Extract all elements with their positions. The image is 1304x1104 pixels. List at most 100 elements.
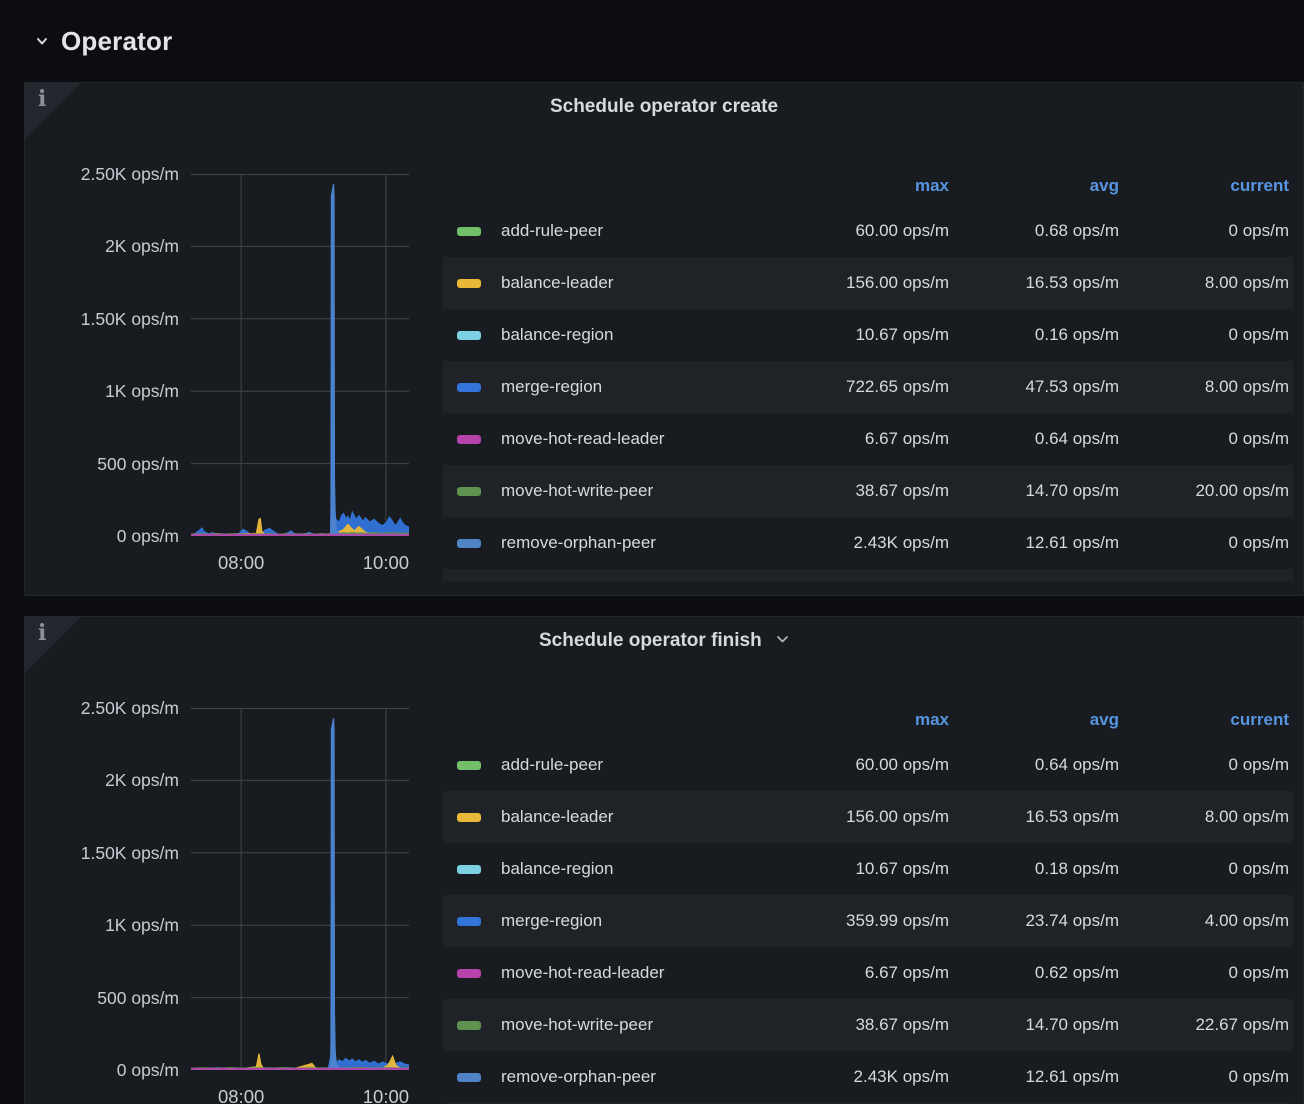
section-title: Operator [61,25,173,56]
series-move-hot-read-leader [190,1067,410,1071]
series-name[interactable]: balance-leader [501,273,614,292]
series-color-swatch [457,278,481,288]
panel-title[interactable]: Schedule operator finish [25,630,1303,652]
legend-avg-value: 12.61 ops/m [1025,533,1119,552]
series-color-swatch [457,1072,481,1082]
series-color-swatch [457,760,481,770]
legend-header-row: max avg current [443,167,1293,205]
legend-avg-value: 47.53 ops/m [1025,377,1119,396]
series-name[interactable]: move-hot-read-leader [501,963,665,982]
legend-row: balance-region 10.67 ops/m 0.18 ops/m 0 ops… [443,843,1293,895]
y-axis: 0 ops/m 500 ops/m 1K ops/m 1.50K ops/m 2K op… [25,83,179,595]
legend-current-value: 20.00 ops/m [1195,481,1289,500]
legend-avg-value: 0.64 ops/m [1034,429,1119,448]
y-axis-label: 1.50K ops/m [80,308,179,329]
legend-current-value: 0 ops/m [1228,755,1289,774]
series-color-swatch [457,538,481,548]
series-name[interactable]: merge-region [501,911,603,930]
legend-row: move-hot-write-peer 38.67 ops/m 14.70 ops/… [443,999,1293,1051]
y-axis-label: 2K ops/m [105,236,179,257]
y-axis-label: 500 ops/m [97,987,179,1008]
series-name[interactable]: add-rule-peer [501,755,604,774]
y-axis-label: 1.50K ops/m [80,842,179,863]
legend-row: move-hot-write-peer 38.67 ops/m 14.70 ops/… [443,465,1293,517]
legend-max-value: 359.99 ops/m [845,911,949,930]
legend-header-avg[interactable]: avg [1089,176,1119,195]
timeseries-plot[interactable] [190,174,410,537]
series-merge-region [190,431,410,537]
y-axis-label: 0 ops/m [116,1060,179,1080]
panel-info-corner[interactable] [25,617,81,673]
legend-current-value: 0 ops/m [1228,963,1289,982]
info-icon: i [38,86,47,112]
series-color-swatch [457,968,481,978]
timeseries-plot[interactable] [190,708,410,1071]
legend-header-row: max avg current [443,701,1293,739]
series-name[interactable]: remove-orphan-peer [501,533,656,552]
chart-canvas [190,174,410,537]
series-name[interactable]: balance-region [501,859,614,878]
legend-current-value: 8.00 ops/m [1204,377,1289,396]
panel-title-text: Schedule operator finish [538,630,762,651]
panel-info-corner[interactable] [25,83,81,139]
y-axis-label: 1K ops/m [105,915,179,936]
series-remove-orphan-peer [190,184,410,537]
legend-row: balance-region 10.67 ops/m 0.16 ops/m 0 ops… [443,309,1293,361]
legend-avg-value: 12.61 ops/m [1025,1067,1119,1086]
legend-row: move-hot-read-leader 6.67 ops/m 0.64 ops/m… [443,413,1293,465]
y-axis-label: 2.50K ops/m [80,164,179,184]
legend-max-value: 38.67 ops/m [855,1015,949,1034]
series-name[interactable]: move-hot-read-leader [501,429,665,448]
legend-max-value: 156.00 ops/m [845,807,949,826]
legend-row: merge-region 359.99 ops/m 23.74 ops/m 4.00 … [443,895,1293,947]
series-name[interactable]: balance-region [501,325,614,344]
legend-max-value: 10.67 ops/m [855,859,949,878]
series-color-swatch [457,226,481,236]
legend-current-value: 8.00 ops/m [1204,273,1289,292]
legend-table: max avg current add-rule-peer 60.00 ops/m 0.6… [443,701,1293,1104]
legend-header-max[interactable]: max [914,710,949,729]
legend-max-value: 2.43K ops/m [853,1067,949,1086]
legend-row: add-rule-peer 60.00 ops/m 0.64 ops/m 0 ops/… [443,739,1293,791]
y-axis-label: 500 ops/m [97,453,179,474]
legend-header-avg[interactable]: avg [1089,710,1119,729]
legend-avg-value: 16.53 ops/m [1025,807,1119,826]
series-name[interactable]: move-hot-write-peer [501,481,654,500]
legend-header-max[interactable]: max [914,176,949,195]
legend-avg-value: 14.70 ops/m [1025,481,1119,500]
series-color-swatch [457,864,481,874]
series-move-hot-read-leader [190,533,410,537]
legend-rows: add-rule-peer 60.00 ops/m 0.68 ops/m 0 ops/… [443,205,1293,569]
panel-schedule-operator-finish: i Schedule operator finish 0 ops/m 500 op… [24,616,1304,1104]
legend-current-value: 0 ops/m [1228,325,1289,344]
series-color-swatch [457,382,481,392]
row-header-operator[interactable]: Operator [0,0,1304,82]
y-axis-label: 0 ops/m [116,526,179,546]
legend-current-value: 0 ops/m [1228,1067,1289,1086]
legend-table: max avg current add-rule-peer 60.00 ops/m 0.6… [443,167,1293,581]
series-name[interactable]: move-hot-write-peer [501,1015,654,1034]
legend-row: add-rule-peer 60.00 ops/m 0.68 ops/m 0 ops/… [443,205,1293,257]
legend-avg-value: 0.68 ops/m [1034,221,1119,240]
series-name[interactable]: remove-orphan-peer [501,1067,656,1086]
legend-header-current[interactable]: current [1230,176,1289,195]
series-remove-orphan-peer [190,718,410,1071]
series-name[interactable]: merge-region [501,377,603,396]
legend-row: balance-leader 156.00 ops/m 16.53 ops/m 8.0… [443,791,1293,843]
series-name[interactable]: balance-leader [501,807,614,826]
legend-avg-value: 0.16 ops/m [1034,325,1119,344]
x-axis-label: 08:00 [217,552,265,573]
legend-row: move-hot-read-leader 6.67 ops/m 0.62 ops/m… [443,947,1293,999]
series-name[interactable]: add-rule-peer [501,221,604,240]
legend-avg-value: 0.64 ops/m [1034,755,1119,774]
x-axis-label: 10:00 [362,1086,410,1104]
legend-row: balance-leader 156.00 ops/m 16.53 ops/m 8.0… [443,257,1293,309]
legend-avg-value: 16.53 ops/m [1025,273,1119,292]
series-color-swatch [457,486,481,496]
y-axis-label: 2K ops/m [105,770,179,791]
x-axis: 08:00 10:00 [191,551,409,575]
panel-title[interactable]: Schedule operator create [25,96,1303,118]
legend-max-value: 60.00 ops/m [855,221,949,240]
legend-header-current[interactable]: current [1230,710,1289,729]
